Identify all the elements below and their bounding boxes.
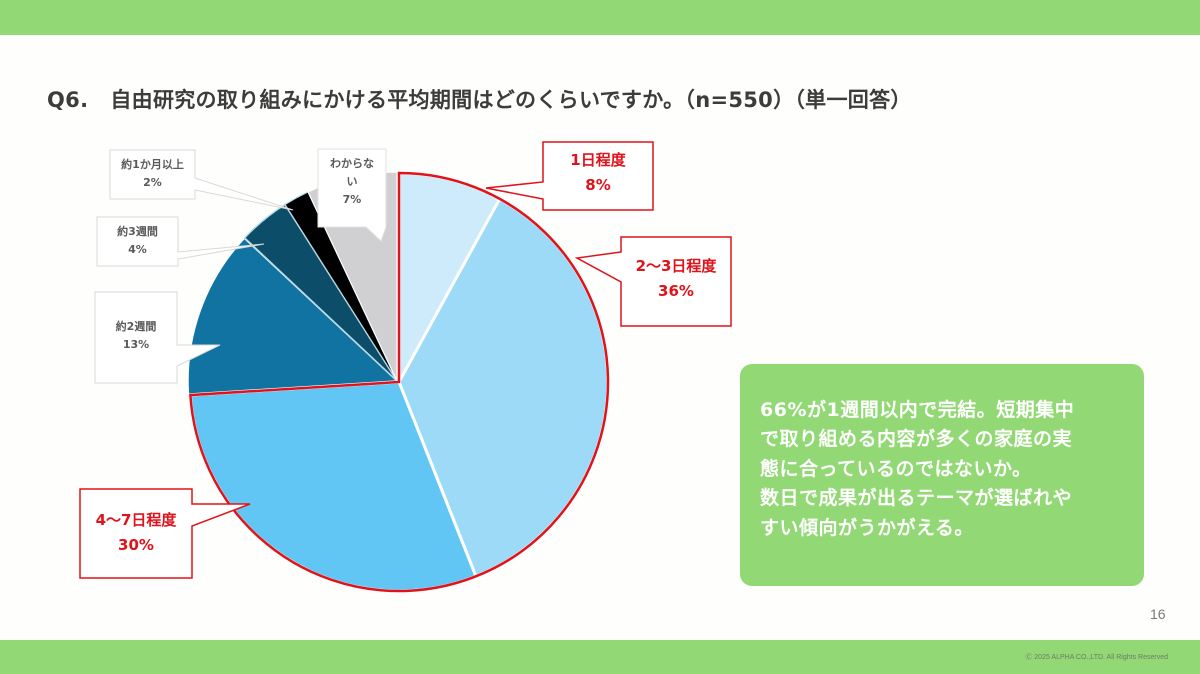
label-1-day: 1日程度 8% [543,148,653,198]
label-1-day-name: 1日程度 [570,151,626,169]
page-number: 16 [1150,606,1166,622]
question-number: Q6. [47,88,89,112]
summary-line-5: すい傾向がうかがえる。 [760,516,974,539]
label-4-7-days-value: 30% [118,535,154,554]
label-unknown-name-1: わからな [330,157,374,170]
highlight-outline [189,171,610,593]
label-2-3-days: 2〜3日程度 36% [621,254,731,304]
footer-bar [0,640,1200,674]
callout-1-month-plus-box [109,149,294,211]
callout-2-weeks-box [94,291,221,384]
label-4-7-days-name: 4〜7日程度 [95,511,177,529]
summary-line-2: で取り組める内容が多くの家庭の実 [760,428,1073,451]
copyright-text: Ⓒ 2025 ALPHA CO.,LTD. All Rights Reserve… [1025,654,1168,661]
label-2-weeks-value: 13% [122,338,150,352]
label-unknown-value: 7% [342,193,362,207]
callout-4-7-days-box [79,488,251,579]
summary-line-4: 数日で成果が出るテーマが選ばれや [760,487,1073,510]
label-1-day-value: 8% [585,175,611,194]
label-3-weeks: 約3週間 4% [97,223,178,259]
callout-1-day-box [485,141,654,211]
label-1-month-plus-name: 約1か月以上 [121,158,184,171]
label-4-7-days: 4〜7日程度 30% [80,508,192,558]
label-unknown-name-2: い [346,175,358,189]
label-2-3-days-value: 36% [658,281,694,300]
summary-line-3: 態に合っているのではないか。 [760,457,1032,480]
callout-unknown-box [317,148,387,242]
label-2-3-days-name: 2〜3日程度 [635,257,717,275]
question-text: 自由研究の取り組みにかける平均期間はどのくらいですか。（n=550）（単一回答） [110,88,912,112]
summary-box: 66%が1週間以内で完結。短期集中 で取り組める内容が多くの家庭の実 態に合って… [740,364,1144,586]
label-1-month-plus-value: 2% [143,176,162,190]
label-3-weeks-value: 4% [128,243,147,257]
label-2-weeks: 約2週間 13% [95,318,177,354]
label-1-month-plus: 約1か月以上 2% [110,156,195,192]
summary-line-1: 66%が1週間以内で完結。短期集中 [760,399,1075,421]
page-title: Q6. 自由研究の取り組みにかける平均期間はどのくらいですか。（n=550）（単一… [47,84,912,114]
header-bar [0,0,1200,35]
callout-2-3-days-box [574,236,732,327]
label-3-weeks-name: 約3週間 [117,225,158,238]
callout-3-weeks-box [96,216,265,267]
label-2-weeks-name: 約2週間 [115,320,157,333]
label-unknown: わからな い 7% [318,155,386,209]
